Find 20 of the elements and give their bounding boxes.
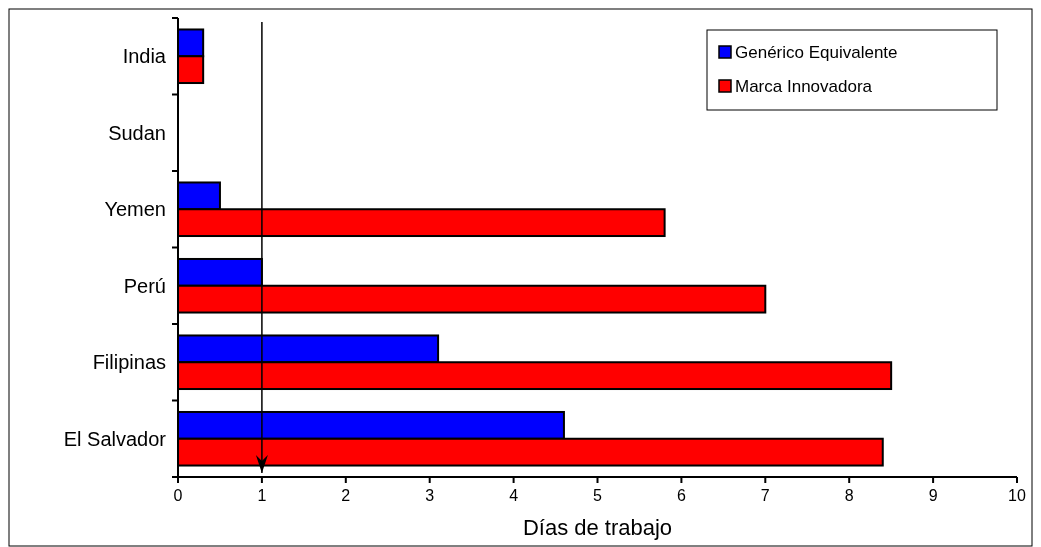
- x-axis-title: Días de trabajo: [522, 515, 673, 540]
- y-tick-label: Filipinas: [92, 351, 166, 374]
- x-tick-label: 7: [760, 487, 770, 504]
- x-tick-label: 10: [1008, 487, 1026, 504]
- x-tick-label: 6: [676, 487, 686, 504]
- x-tick-label: 4: [509, 487, 519, 504]
- x-tick-label: 0: [173, 487, 183, 504]
- x-tick-label: 9: [928, 487, 938, 504]
- y-tick-label: Perú: [123, 274, 166, 297]
- y-tick-label: Yemen: [104, 198, 166, 221]
- legend-label: Marca Innovadora: [735, 76, 873, 96]
- x-tick-label: 3: [425, 487, 435, 504]
- x-tick-label: 8: [844, 487, 854, 504]
- x-tick-label: 5: [593, 487, 603, 504]
- y-tick-label: India: [122, 45, 167, 68]
- x-tick-label: 2: [341, 487, 351, 504]
- y-tick-label: El Salvador: [63, 427, 167, 450]
- y-tick-label: Sudan: [108, 121, 166, 144]
- legend-label: Genérico Equivalente: [735, 42, 898, 62]
- x-tick-label: 1: [257, 487, 267, 504]
